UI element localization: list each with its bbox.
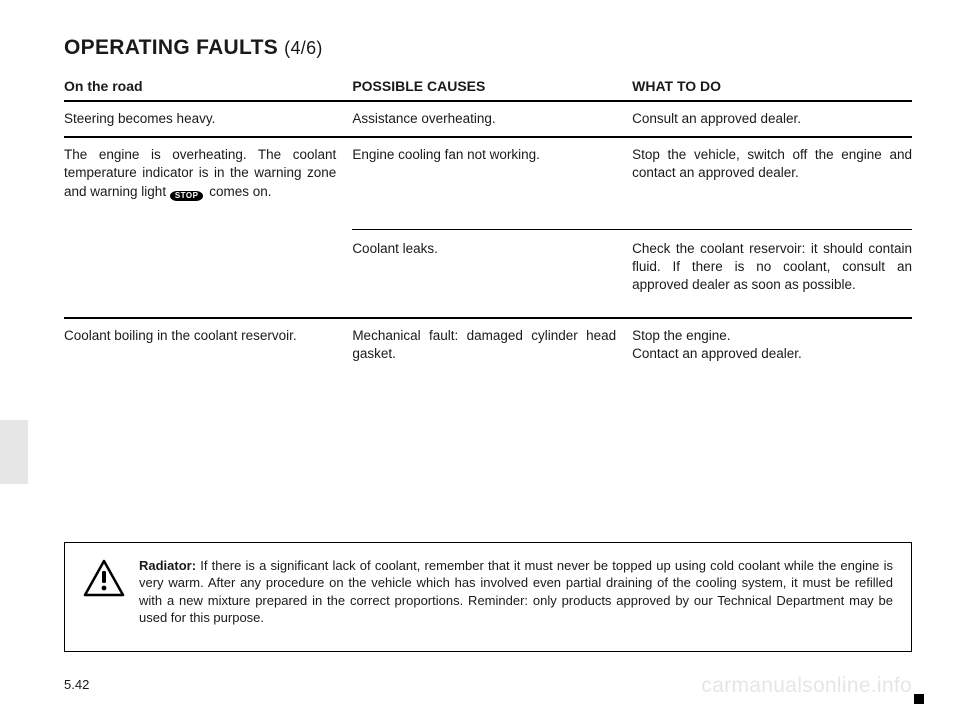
title-main: OPERATING FAULTS <box>64 36 278 59</box>
header-col-cause: POSSIBLE CAUSES <box>352 78 632 94</box>
cell-cause: Mechanical fault: damaged cylinder head … <box>352 327 632 363</box>
cell-action: Stop the vehicle, switch off the engine … <box>632 146 912 182</box>
cell-cause: Coolant leaks. <box>352 240 632 258</box>
title-sub: (4/6) <box>284 38 323 58</box>
warning-label: Radiator: <box>139 558 196 573</box>
symptom-text-post: comes on. <box>205 184 271 199</box>
section-tab <box>0 420 28 484</box>
cell-cause: Assistance overheating. <box>352 110 632 128</box>
cell-cause: Engine cooling fan not working. <box>352 146 632 164</box>
cell-action: Consult an approved dealer. <box>632 110 912 128</box>
table-header: On the road POSSIBLE CAUSES WHAT TO DO <box>64 74 912 102</box>
table-row: Steering becomes heavy. Assistance overh… <box>64 102 912 138</box>
header-col-symptom: On the road <box>64 78 352 94</box>
stop-warning-icon: STOP <box>170 191 204 201</box>
page-number: 5.42 <box>64 677 89 692</box>
cell-action: Stop the engine. Contact an approved dea… <box>632 327 912 363</box>
warning-box: Radiator: If there is a significant lack… <box>64 542 912 652</box>
manual-page: OPERATING FAULTS (4/6) On the road POSSI… <box>0 0 960 710</box>
warning-text: Radiator: If there is a significant lack… <box>139 557 893 627</box>
corner-mark-icon <box>910 690 924 704</box>
warning-body: If there is a significant lack of coolan… <box>139 558 893 626</box>
cell-action: Check the coolant reservoir: it should c… <box>632 240 912 295</box>
cell-symptom: Steering becomes heavy. <box>64 110 352 128</box>
warning-triangle-icon <box>83 559 125 602</box>
table-row: Coolant boiling in the coolant reser­voi… <box>64 319 912 371</box>
header-col-action: WHAT TO DO <box>632 78 912 94</box>
symptom-text-pre: The engine is overheating. The cool­ant … <box>64 147 336 198</box>
table-row: The engine is overheating. The cool­ant … <box>64 138 912 229</box>
cell-symptom: Coolant boiling in the coolant reser­voi… <box>64 327 352 345</box>
cell-symptom: The engine is overheating. The cool­ant … <box>64 146 352 201</box>
page-title: OPERATING FAULTS (4/6) <box>64 36 912 60</box>
watermark-text: carmanualsonline.info <box>701 674 912 698</box>
table-row: Coolant leaks. Check the coolant reservo… <box>64 230 912 319</box>
